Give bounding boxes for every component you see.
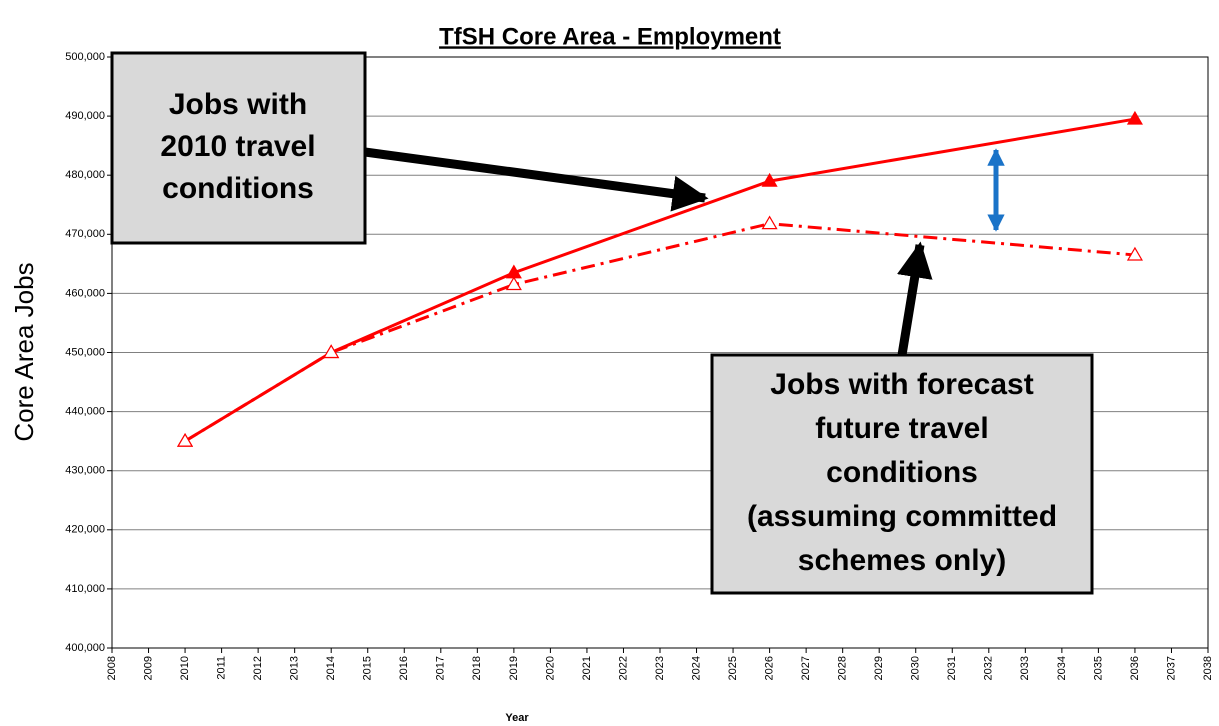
x-tick-label: 2013 <box>289 656 301 680</box>
point-marker <box>323 344 340 359</box>
x-tick-label: 2011 <box>216 656 228 680</box>
x-tick-label: 2032 <box>983 656 995 680</box>
x-tick-label: 2030 <box>910 656 922 680</box>
annotation-box <box>710 353 1094 595</box>
x-tick-label: 2029 <box>873 656 885 680</box>
pointer-arrow <box>897 241 933 356</box>
x-tick-label: 2016 <box>398 656 410 680</box>
y-tick-label: 500,000 <box>65 51 105 63</box>
y-axis-label: Core Area Jobs <box>9 262 39 441</box>
x-tick-label: 2026 <box>764 656 776 680</box>
point-marker <box>761 172 778 187</box>
x-tick-label: 2012 <box>252 656 264 680</box>
x-tick-label: 2023 <box>654 656 666 680</box>
x-tick-label: 2031 <box>946 656 958 680</box>
x-tick-label: 2015 <box>362 656 374 680</box>
y-tick-label: 450,000 <box>65 346 105 358</box>
pointer-arrow <box>364 147 709 212</box>
annotation-text: conditions <box>826 456 978 489</box>
x-tick-label: 2035 <box>1092 656 1104 680</box>
chart-title: TfSH Core Area - Employment <box>439 23 781 50</box>
x-tick-label: 2038 <box>1202 656 1214 680</box>
x-tick-label: 2028 <box>837 656 849 680</box>
plot-area: 400,000 410,000 420,000 430,000 440,000 450,0… <box>65 51 1214 681</box>
y-tick-label: 480,000 <box>65 169 105 181</box>
y-tick-label: 470,000 <box>65 228 105 240</box>
x-tick-label: 2009 <box>142 656 154 680</box>
x-tick-label: 2034 <box>1056 656 1068 680</box>
point-marker <box>1126 246 1143 261</box>
x-tick-label: 2019 <box>508 656 520 680</box>
x-tick-label: 2018 <box>471 656 483 680</box>
point-marker <box>1126 110 1143 125</box>
y-tick-label: 400,000 <box>65 642 105 654</box>
x-tick-label: 2036 <box>1129 656 1141 680</box>
y-tick-label: 490,000 <box>65 110 105 122</box>
x-tick-label: 2022 <box>617 656 629 680</box>
annotation-text: future travel <box>815 412 988 445</box>
x-tick-label: 2008 <box>106 656 118 680</box>
x-tick-label: 2024 <box>690 656 702 680</box>
x-tick-label: 2010 <box>179 656 191 680</box>
annotation-text: Jobs with forecast <box>770 368 1033 401</box>
y-tick-label: 420,000 <box>65 524 105 536</box>
annotation-text: Jobs with <box>169 88 307 121</box>
annotation-box <box>110 51 367 245</box>
x-tick-label: 2037 <box>1165 656 1177 680</box>
plot-border <box>111 56 1209 649</box>
x-tick-label: 2020 <box>544 656 556 680</box>
annotation-text: 2010 travel <box>160 130 315 163</box>
x-tick-label: 2027 <box>800 656 812 680</box>
point-marker <box>177 432 194 447</box>
annotation-text: schemes only) <box>798 544 1006 577</box>
annotation-text: (assuming committed <box>747 500 1057 533</box>
point-marker <box>505 276 522 291</box>
x-tick-label: 2021 <box>581 656 593 680</box>
y-tick-label: 460,000 <box>65 287 105 299</box>
x-axis-label: Year <box>505 712 529 724</box>
y-tick-label: 410,000 <box>65 583 105 595</box>
y-tick-label: 440,000 <box>65 406 105 418</box>
annotation-text: conditions <box>162 172 314 205</box>
x-tick-label: 2025 <box>727 656 739 680</box>
y-tick-label: 430,000 <box>65 465 105 477</box>
x-tick-label: 2014 <box>325 656 337 680</box>
x-tick-label: 2033 <box>1019 656 1031 680</box>
annotations: Jobs with 2010 travel conditions Jobs with … <box>110 51 1094 595</box>
point-marker <box>761 215 778 230</box>
x-tick-label: 2017 <box>435 656 447 680</box>
